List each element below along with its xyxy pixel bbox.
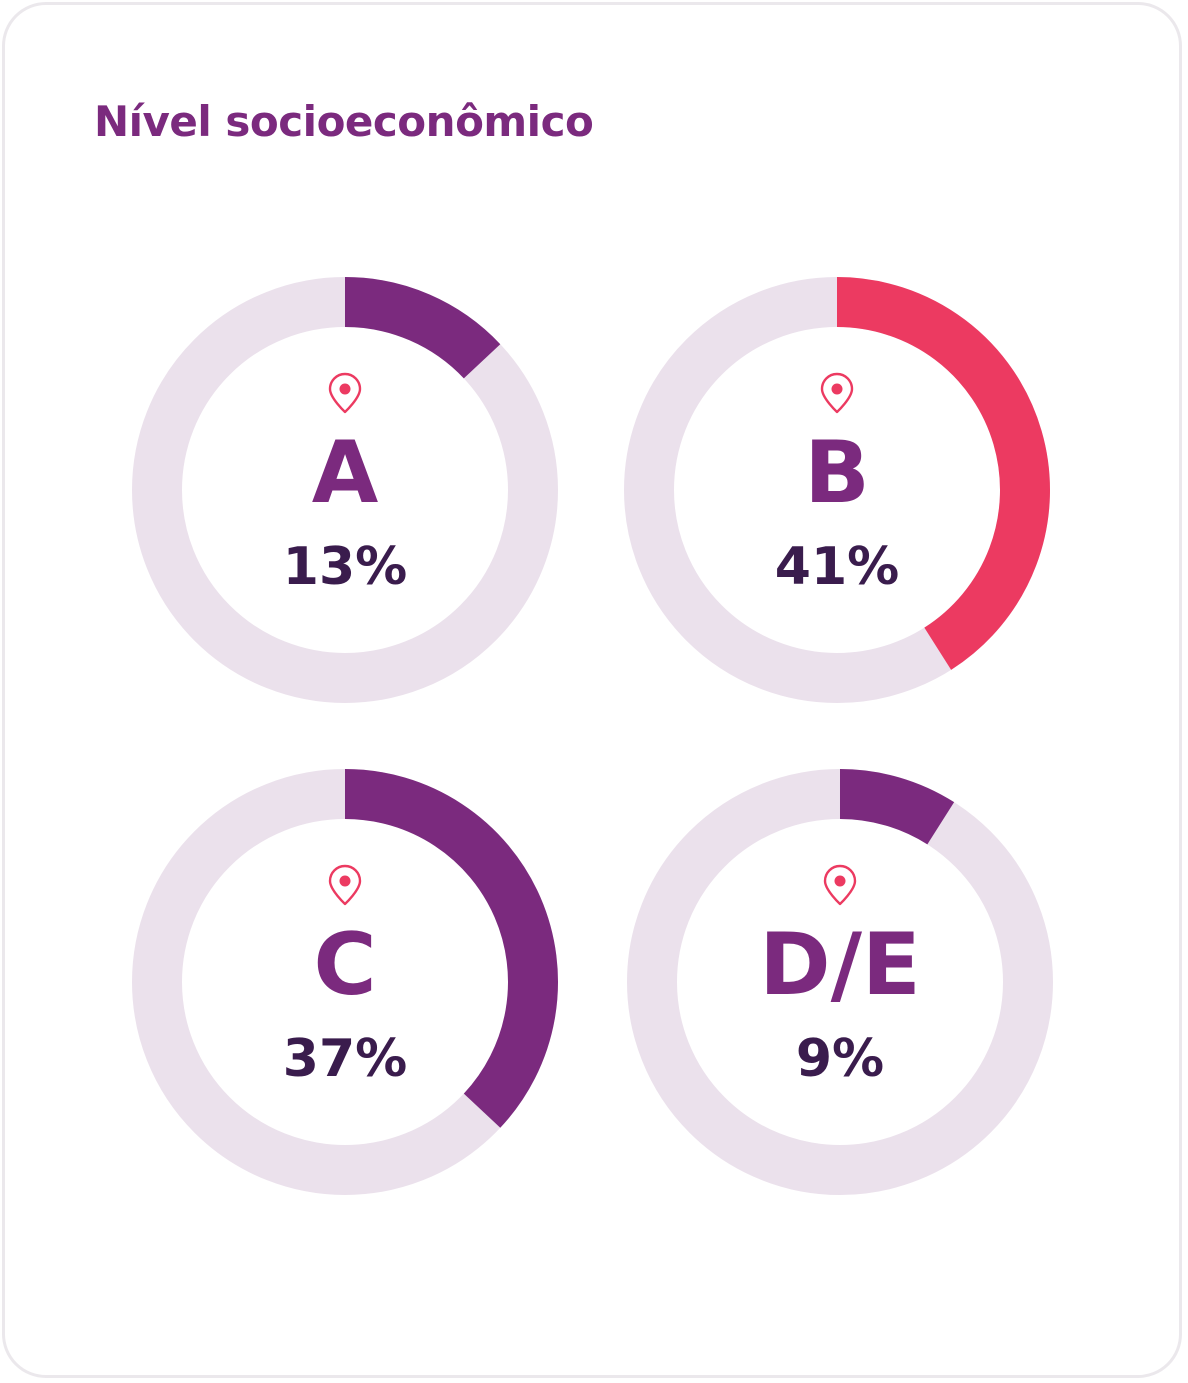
donut-de-arc xyxy=(839,769,955,845)
donut-c-value: 37% xyxy=(282,1029,408,1089)
donut-a-arc xyxy=(344,277,501,379)
donut-c-arc xyxy=(344,769,558,1128)
donut-de-label: D/E xyxy=(759,915,921,1015)
donut-b-label: B xyxy=(804,423,870,523)
donut-c-ring xyxy=(132,769,558,1195)
donut-b-ring xyxy=(624,277,1050,703)
chart-title: Nível socioeconômico xyxy=(94,97,594,146)
donut-b: B 41% xyxy=(622,275,1052,705)
donut-de-ring xyxy=(627,769,1053,1195)
donut-c: C 37% xyxy=(130,767,560,1197)
donut-b-arc xyxy=(836,277,1050,670)
map-pin-icon xyxy=(328,864,362,906)
donut-a: A 13% xyxy=(130,275,560,705)
donut-b-value: 41% xyxy=(774,537,900,597)
donut-c-label: C xyxy=(313,915,377,1015)
donut-de: D/E 9% xyxy=(625,767,1055,1197)
map-pin-icon xyxy=(823,864,857,906)
donut-de-value: 9% xyxy=(795,1029,885,1089)
map-pin-icon xyxy=(328,372,362,414)
donut-a-value: 13% xyxy=(282,537,408,597)
donut-a-ring xyxy=(132,277,558,703)
map-pin-icon xyxy=(820,372,854,414)
donut-a-label: A xyxy=(311,423,379,523)
